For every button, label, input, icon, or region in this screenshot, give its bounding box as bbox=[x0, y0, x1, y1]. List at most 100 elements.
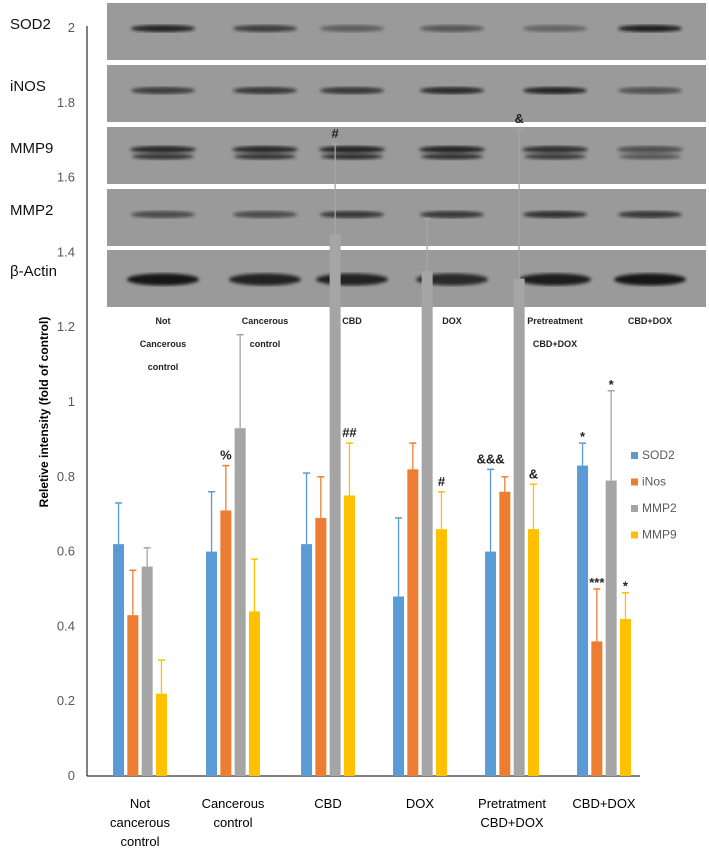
bar bbox=[155, 693, 167, 776]
blot-band bbox=[233, 211, 297, 218]
blot-band bbox=[320, 25, 384, 32]
significance-marker: % bbox=[220, 448, 232, 463]
lane-label-line: DOX bbox=[442, 316, 462, 326]
x-category-label: Pretratment bbox=[478, 796, 546, 811]
blot-band bbox=[419, 146, 485, 153]
legend-label: iNos bbox=[642, 475, 666, 489]
blot-band bbox=[132, 153, 194, 160]
bar bbox=[127, 615, 139, 776]
bar bbox=[206, 551, 218, 776]
significance-marker: # bbox=[438, 474, 446, 489]
lane-label-line: CBD bbox=[342, 316, 362, 326]
bar bbox=[421, 271, 433, 776]
lane-label-line: Cancerous bbox=[139, 339, 187, 349]
blot-band bbox=[614, 273, 686, 286]
significance-marker: * bbox=[580, 429, 586, 444]
bar bbox=[393, 596, 405, 776]
bar bbox=[301, 544, 313, 776]
blot-panel bbox=[107, 189, 706, 246]
blot-row-label: iNOS bbox=[10, 78, 46, 95]
significance-marker: & bbox=[529, 466, 538, 481]
x-category-label: DOX bbox=[406, 796, 435, 811]
significance-marker: * bbox=[609, 377, 615, 392]
y-tick-label: 2 bbox=[68, 20, 75, 35]
y-tick-label: 1.8 bbox=[57, 95, 75, 110]
legend-label: MMP9 bbox=[642, 528, 677, 542]
blot-band bbox=[127, 273, 199, 286]
blot-row-label: MMP2 bbox=[10, 202, 54, 219]
y-tick-label: 1.4 bbox=[57, 244, 75, 259]
bar bbox=[407, 469, 419, 776]
bar bbox=[113, 544, 125, 776]
blot-lane-label: CBD bbox=[307, 310, 397, 333]
lane-label-line: control bbox=[147, 362, 179, 372]
bar bbox=[315, 517, 327, 776]
bar bbox=[577, 465, 589, 776]
significance-marker: &&& bbox=[476, 451, 504, 466]
bar bbox=[435, 529, 447, 776]
blot-band bbox=[420, 25, 484, 32]
lane-label-line: Not bbox=[155, 316, 171, 326]
legend-swatch bbox=[631, 452, 638, 459]
blot-band bbox=[232, 146, 298, 153]
blot-lane-label: DOX bbox=[407, 310, 497, 333]
x-category-label: CBD bbox=[314, 796, 341, 811]
blot-band bbox=[233, 87, 297, 94]
y-tick-label: 1 bbox=[68, 394, 75, 409]
x-category-label: CBD+DOX bbox=[480, 815, 544, 830]
bar bbox=[605, 480, 617, 776]
x-category-label: Not bbox=[130, 796, 151, 811]
x-category-label: Cancerous bbox=[202, 796, 265, 811]
y-tick-label: 0.6 bbox=[57, 544, 75, 559]
lane-label-line: control bbox=[249, 339, 281, 349]
blot-band bbox=[619, 153, 681, 160]
blot-band bbox=[617, 146, 683, 153]
y-tick-label: 1.2 bbox=[57, 319, 75, 334]
blot-band bbox=[523, 25, 587, 32]
blot-band bbox=[131, 25, 195, 32]
blot-band bbox=[229, 273, 301, 286]
y-tick-label: 1.6 bbox=[57, 170, 75, 185]
blot-band bbox=[618, 87, 682, 94]
blot-panel bbox=[107, 127, 706, 184]
western-blot bbox=[107, 3, 706, 307]
x-category-label: cancerous bbox=[110, 815, 170, 830]
bar bbox=[619, 618, 631, 776]
blot-row-label: β-Actin bbox=[10, 263, 57, 280]
blot-row-label: SOD2 bbox=[10, 16, 51, 33]
blot-band bbox=[519, 273, 591, 286]
bar bbox=[343, 495, 355, 776]
blot-band bbox=[421, 153, 483, 160]
significance-marker: * bbox=[623, 579, 629, 594]
bar bbox=[248, 611, 260, 776]
legend-label: MMP2 bbox=[642, 501, 677, 515]
blot-band bbox=[524, 153, 586, 160]
bar bbox=[513, 278, 525, 776]
bar bbox=[485, 551, 497, 776]
legend-swatch bbox=[631, 531, 638, 539]
blot-panel bbox=[107, 3, 706, 60]
significance-marker: # bbox=[332, 126, 340, 141]
blot-panel bbox=[107, 250, 706, 307]
blot-lane-label: Cancerous control bbox=[220, 310, 310, 356]
blot-band bbox=[523, 87, 587, 94]
blot-band bbox=[233, 25, 297, 32]
legend-swatch bbox=[631, 505, 638, 512]
blot-band bbox=[420, 211, 484, 218]
significance-marker: ## bbox=[342, 425, 357, 440]
blot-band bbox=[320, 87, 384, 94]
bar bbox=[499, 491, 511, 776]
y-axis-label: Reletive intensity (fold of control) bbox=[37, 317, 51, 508]
significance-marker: *** bbox=[589, 575, 605, 590]
blot-lane-label: Pretreatment CBD+DOX bbox=[510, 310, 600, 356]
bar bbox=[527, 529, 539, 776]
blot-band bbox=[522, 146, 588, 153]
x-category-label: control bbox=[213, 815, 252, 830]
blot-band bbox=[321, 153, 383, 160]
significance-marker: & bbox=[514, 111, 523, 126]
legend-label: SOD2 bbox=[642, 448, 675, 462]
x-category-label: control bbox=[120, 834, 159, 849]
y-tick-label: 0.4 bbox=[57, 618, 75, 633]
blot-band bbox=[131, 87, 195, 94]
